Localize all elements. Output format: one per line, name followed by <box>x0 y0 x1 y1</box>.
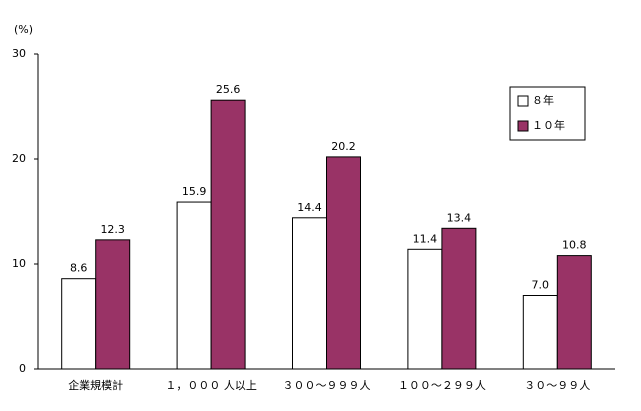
x-tick-label: ３００～９９９人 <box>283 379 371 392</box>
legend-label: ８年 <box>532 93 554 107</box>
bar <box>407 248 443 370</box>
y-tick-label: 30 <box>12 47 26 60</box>
data-label: 14.4 <box>297 201 322 214</box>
data-label: 7.0 <box>532 279 550 292</box>
x-tick-label: １，０００ 人以上 <box>165 379 257 392</box>
bar <box>95 239 131 370</box>
bar <box>210 99 246 370</box>
bar <box>522 295 558 370</box>
bar <box>556 255 592 370</box>
bar <box>292 217 327 370</box>
data-label: 13.4 <box>447 211 472 224</box>
x-tick-label: １００～２９９人 <box>398 379 486 392</box>
data-label: 8.6 <box>70 262 88 275</box>
data-label: 11.4 <box>413 232 438 245</box>
y-tick-label: 10 <box>12 257 26 270</box>
data-label: 15.9 <box>182 185 207 198</box>
x-tick-label: 企業規模計 <box>68 378 123 392</box>
data-label: 20.2 <box>331 140 356 153</box>
bar <box>176 201 212 370</box>
legend-swatch <box>517 95 529 107</box>
bar <box>441 227 477 370</box>
data-label: 10.8 <box>562 239 587 252</box>
data-label: 25.6 <box>216 83 241 96</box>
bar <box>326 156 361 370</box>
y-tick-label: 0 <box>19 362 26 375</box>
y-tick-label: 20 <box>12 152 26 165</box>
legend-swatch <box>517 120 529 132</box>
y-unit-label: (%) <box>14 23 33 36</box>
data-label: 12.3 <box>100 223 125 236</box>
x-tick-label: ３０～９９人 <box>524 379 590 392</box>
bar <box>61 278 97 370</box>
legend-label: １０年 <box>532 118 565 132</box>
